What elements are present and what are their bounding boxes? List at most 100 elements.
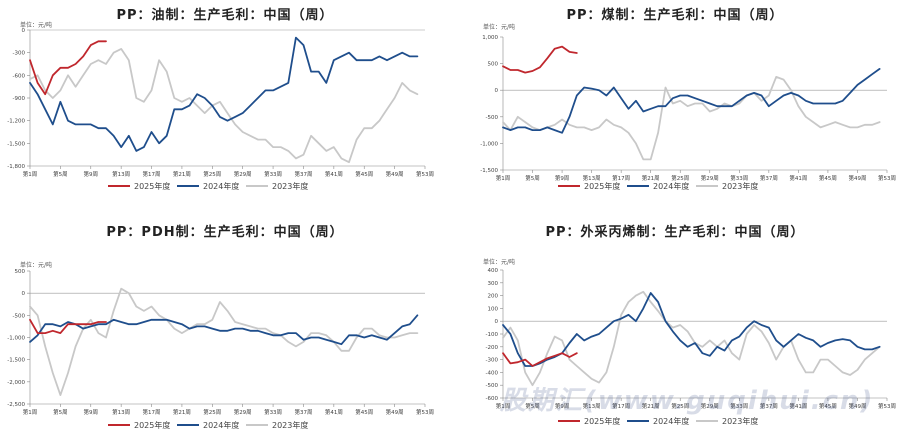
x-tick-label: 第49周 <box>386 170 404 178</box>
x-tick-label: 第53周 <box>416 408 434 416</box>
y-tick-label: -1,500 <box>7 358 25 364</box>
x-tick-label: 第1周 <box>496 174 511 182</box>
x-tick-label: 第9周 <box>555 174 570 182</box>
y-tick-label: 0 <box>495 88 499 94</box>
series-line-s2024 <box>29 36 419 152</box>
y-tick-label: 500 <box>488 62 499 68</box>
legend-label: 2023年度 <box>272 420 308 430</box>
x-tick-label: 第29周 <box>234 170 252 178</box>
y-tick-label: -2,500 <box>7 402 25 408</box>
x-tick-label: 第29周 <box>701 174 719 182</box>
series-line-s2025 <box>29 40 107 96</box>
x-tick-label: 第9周 <box>84 170 99 178</box>
y-tick-label: -1,800 <box>7 164 25 170</box>
x-tick-label: 第49周 <box>386 408 404 416</box>
series-line-s2024 <box>29 314 419 346</box>
y-tick-label: -600 <box>13 73 26 79</box>
x-tick-label: 第29周 <box>234 408 252 416</box>
y-tick-label: -500 <box>486 115 499 121</box>
x-tick-label: 第5周 <box>53 408 68 416</box>
chart-title: PP：油制：生产毛利：中国（周） <box>116 8 334 23</box>
x-tick-label: 第21周 <box>642 174 660 182</box>
legend-label: 2024年度 <box>653 416 689 426</box>
x-tick-label: 第53周 <box>878 174 896 182</box>
x-tick-label: 第45周 <box>819 174 837 182</box>
x-tick-label: 第1周 <box>496 402 511 410</box>
series-line-s2023 <box>29 48 419 164</box>
y-tick-label: 100 <box>488 306 499 312</box>
x-tick-label: 第5周 <box>525 402 540 410</box>
x-tick-label: 第9周 <box>555 402 570 410</box>
x-tick-label: 第13周 <box>583 174 601 182</box>
x-tick-label: 第25周 <box>671 174 689 182</box>
x-tick-label: 第53周 <box>416 170 434 178</box>
x-tick-label: 第33周 <box>730 174 748 182</box>
x-tick-label: 第45周 <box>355 408 373 416</box>
x-tick-label: 第37周 <box>760 174 778 182</box>
y-tick-label: -1,500 <box>480 168 498 174</box>
legend-label: 2023年度 <box>722 181 758 191</box>
x-tick-label: 第29周 <box>701 402 719 410</box>
x-tick-label: 第49周 <box>848 174 866 182</box>
x-tick-label: 第21周 <box>642 402 660 410</box>
y-tick-label: -600 <box>486 396 499 402</box>
y-tick-label: -500 <box>13 313 26 319</box>
unit-label: 单位：元/吨 <box>483 24 516 31</box>
x-tick-label: 第45周 <box>355 170 373 178</box>
x-tick-label: 第41周 <box>789 402 807 410</box>
x-tick-label: 第53周 <box>878 402 896 410</box>
x-tick-label: 第17周 <box>612 174 630 182</box>
y-tick-label: 400 <box>488 268 499 274</box>
x-tick-label: 第13周 <box>112 408 130 416</box>
x-tick-label: 第37周 <box>294 170 312 178</box>
y-tick-label: 0 <box>22 291 26 297</box>
chart-oil-margin: PP：油制：生产毛利：中国（周） 单位：元/吨 0 -300 -600 -900 -1,… <box>0 0 450 217</box>
y-tick-label: -400 <box>486 370 499 376</box>
chart-title: PP：外采丙烯制：生产毛利：中国（周） <box>545 225 805 240</box>
series-line-s2023 <box>29 287 419 397</box>
y-tick-label: -900 <box>13 96 26 102</box>
x-tick-label: 第37周 <box>760 402 778 410</box>
x-tick-label: 第17周 <box>143 408 161 416</box>
x-tick-label: 第45周 <box>819 402 837 410</box>
series-line-s2025 <box>502 45 578 74</box>
x-tick-label: 第37周 <box>294 408 312 416</box>
x-tick-label: 第17周 <box>612 402 630 410</box>
x-tick-label: 第13周 <box>583 402 601 410</box>
y-tick-label: -300 <box>486 358 499 364</box>
x-tick-label: 第17周 <box>143 170 161 178</box>
y-tick-label: 1,000 <box>482 35 498 41</box>
legend-label: 2025年度 <box>584 181 620 191</box>
y-tick-label: 0 <box>22 28 26 34</box>
unit-label: 单位：元/吨 <box>483 259 516 266</box>
x-tick-label: 第25周 <box>671 402 689 410</box>
x-tick-label: 第1周 <box>23 170 38 178</box>
legend-label: 2024年度 <box>203 420 239 430</box>
x-tick-label: 第41周 <box>325 170 343 178</box>
x-tick-label: 第9周 <box>84 408 99 416</box>
y-tick-label: -1,000 <box>480 141 498 147</box>
x-tick-label: 第49周 <box>848 402 866 410</box>
y-tick-label: -300 <box>13 51 26 57</box>
chart-title: PP：PDH制：生产毛利：中国（周） <box>106 225 344 240</box>
unit-label: 单位：元/吨 <box>20 22 53 29</box>
x-tick-label: 第5周 <box>525 174 540 182</box>
legend-label: 2023年度 <box>272 181 308 191</box>
series-line-s2025 <box>29 318 107 334</box>
chart-coal-margin: PP：煤制：生产毛利：中国（周） 单位：元/吨 1,000 500 0 -500 -1,… <box>450 0 900 217</box>
y-tick-label: -1,500 <box>7 141 25 147</box>
chart-propylene-margin: PP：外采丙烯制：生产毛利：中国（周） 单位：元/吨 400 300 200 100 0… <box>450 217 900 434</box>
series-line-s2024 <box>502 68 881 134</box>
legend-label: 2025年度 <box>134 181 170 191</box>
x-tick-label: 第33周 <box>730 402 748 410</box>
y-tick-label: 500 <box>15 269 26 275</box>
legend-label: 2024年度 <box>203 181 239 191</box>
x-tick-label: 第5周 <box>53 170 68 178</box>
y-tick-label: -100 <box>486 332 499 338</box>
series-line-s2023 <box>502 290 881 387</box>
legend-label: 2023年度 <box>722 416 758 426</box>
y-tick-label: 200 <box>488 294 499 300</box>
x-tick-label: 第21周 <box>173 408 191 416</box>
